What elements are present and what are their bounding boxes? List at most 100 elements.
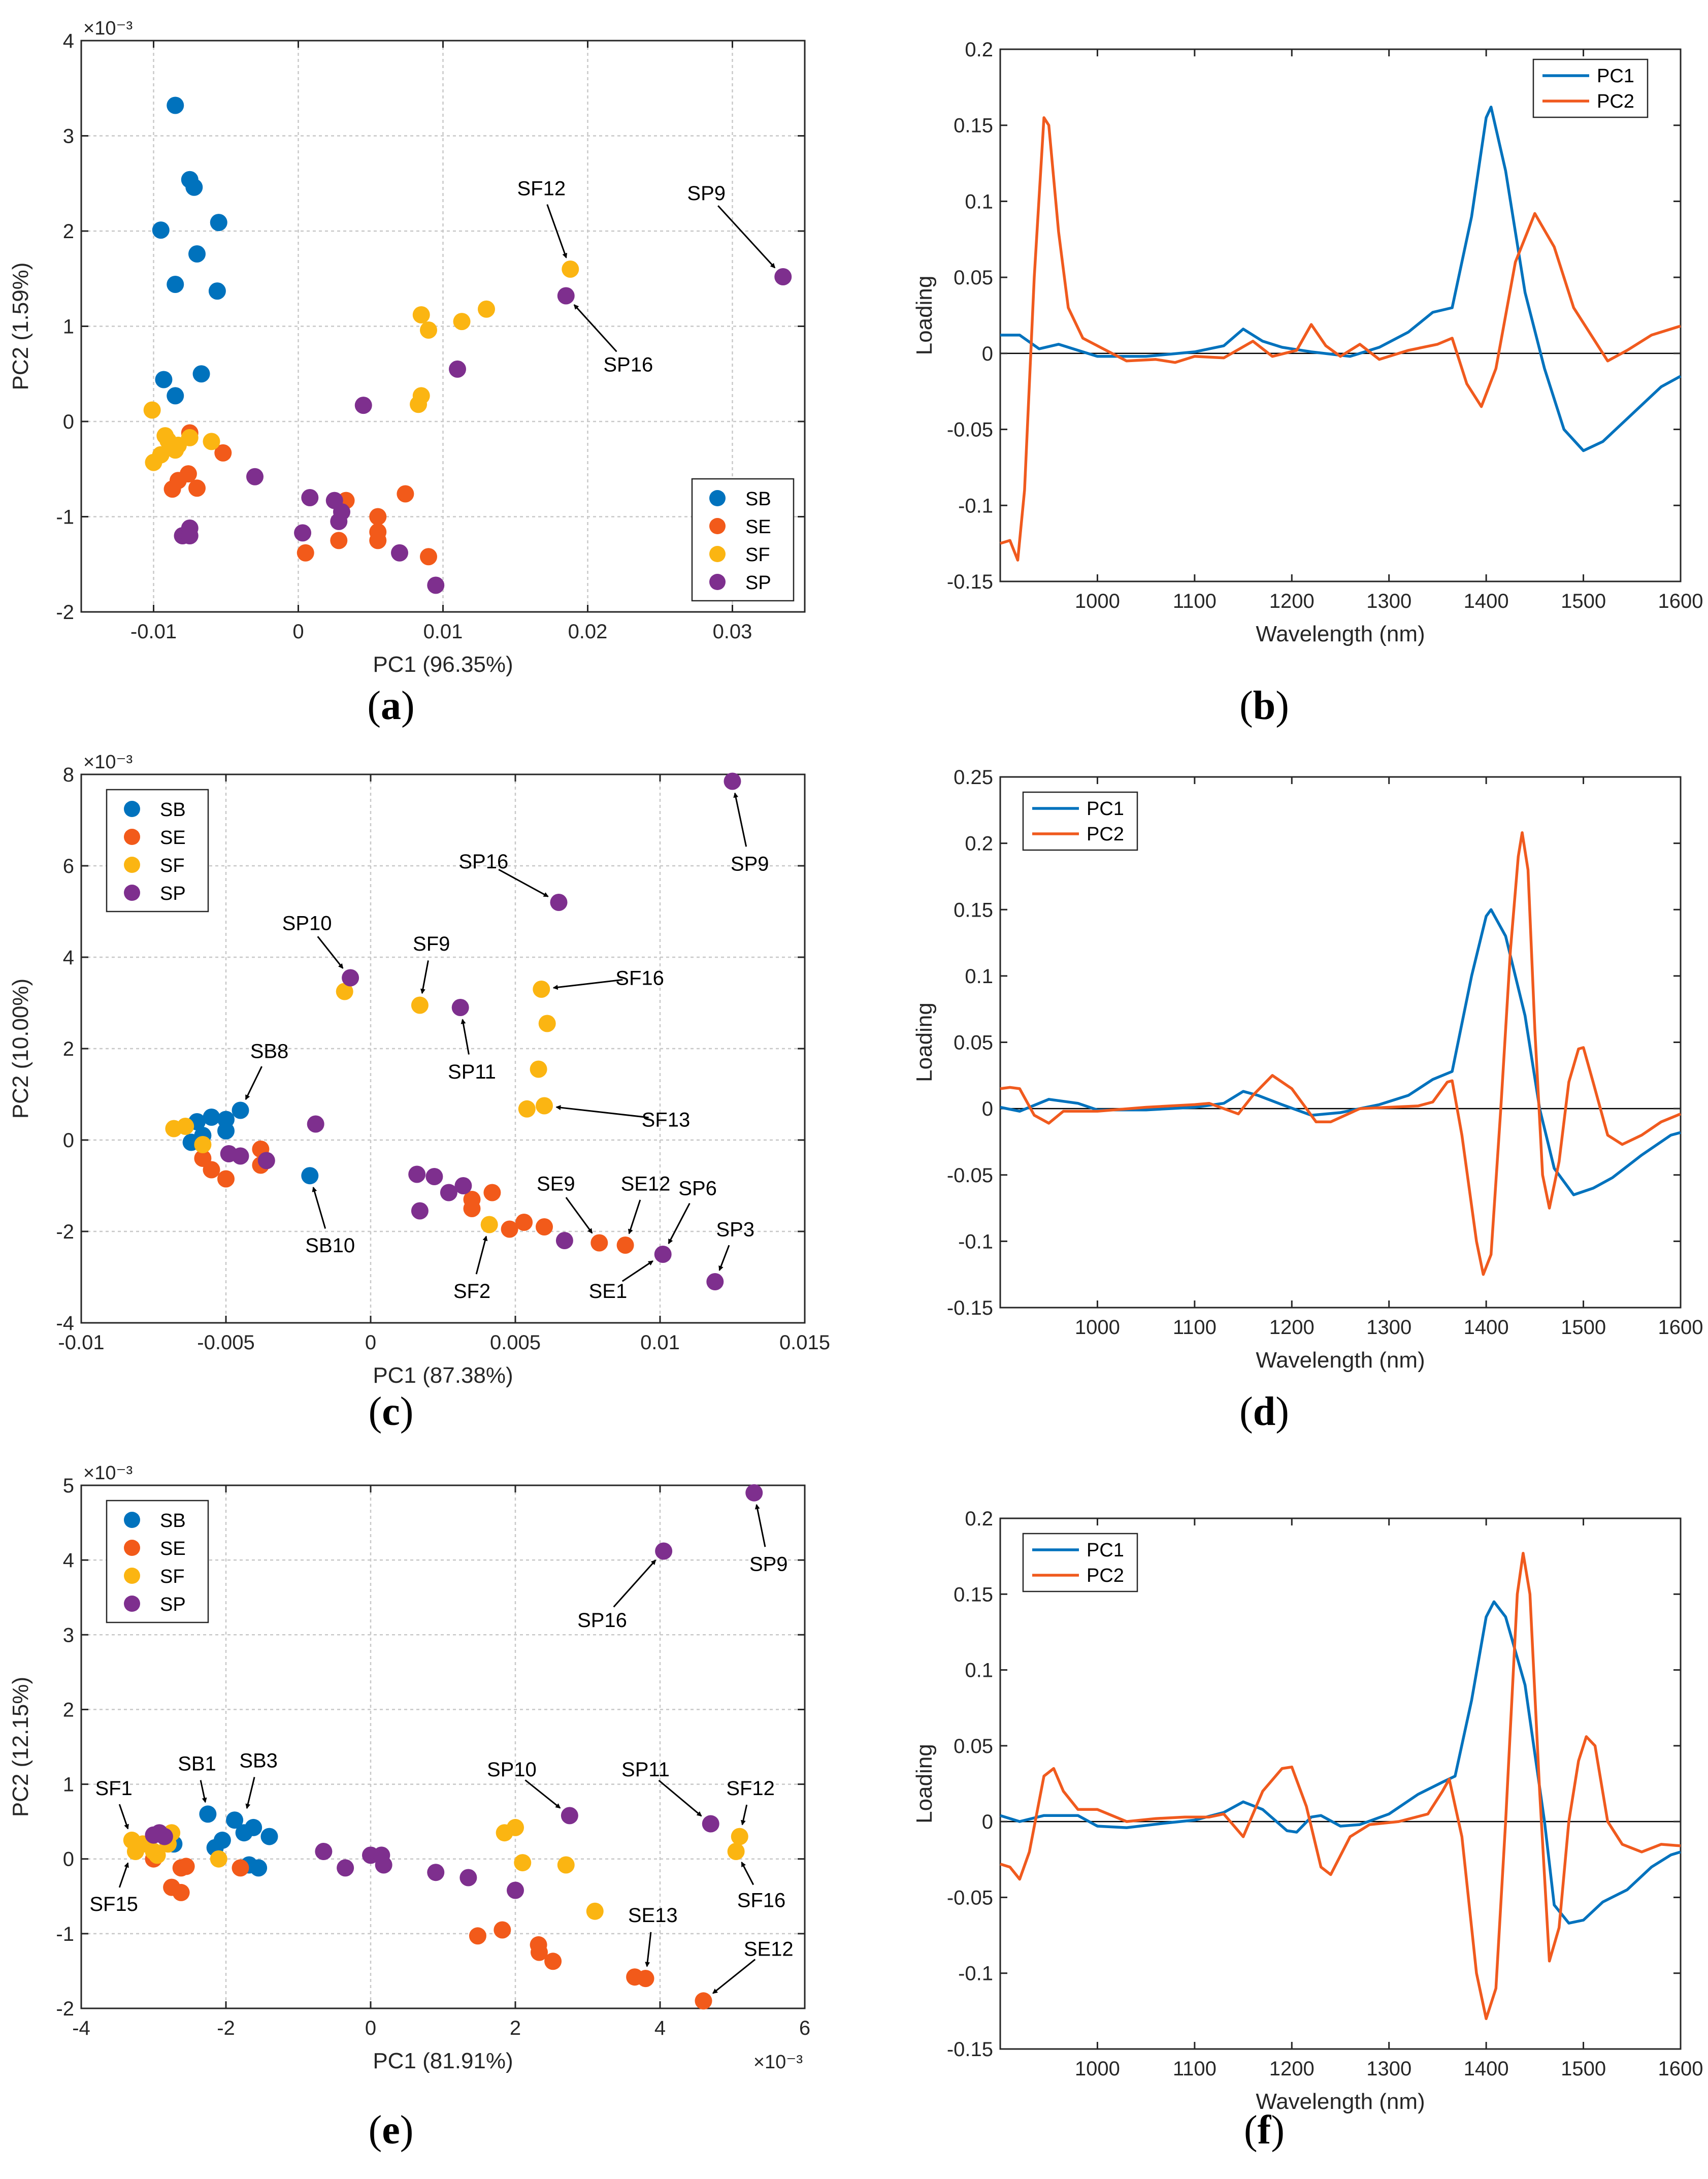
annotation-arrow [668, 1202, 691, 1245]
data-point-sp [307, 1115, 324, 1133]
y-tick-label: -0.1 [958, 495, 993, 517]
annotation-label: SE9 [537, 1173, 575, 1195]
data-point-sb [203, 1109, 220, 1126]
legend-label: SB [160, 799, 186, 821]
legend-marker-sp [124, 885, 140, 901]
data-point-sp [294, 524, 312, 542]
data-point-sf [181, 429, 199, 446]
data-point-se [232, 1859, 249, 1877]
annotation-label: SF16 [615, 967, 664, 990]
data-point-sp [449, 360, 466, 378]
annotation-arrow [200, 1780, 207, 1803]
data-point-se [531, 1943, 548, 1961]
legend-box [691, 478, 795, 602]
data-point-sb [226, 1811, 244, 1829]
data-point-sp [451, 999, 469, 1016]
annotation-label: SP16 [458, 851, 508, 873]
data-point-sb [152, 221, 170, 239]
x-tick-label: 6 [799, 2017, 810, 2039]
legend-box [1532, 58, 1649, 118]
legend-label: SE [160, 1538, 186, 1559]
legend-marker-sf [124, 1568, 140, 1584]
annotation-arrow [741, 1861, 754, 1885]
x-tick-label: 1300 [1366, 590, 1411, 612]
x-axis-label: PC1 (96.35%) [373, 652, 513, 677]
legend-label: SP [160, 883, 186, 904]
annotation-arrow [717, 205, 776, 269]
data-point-sp [337, 1859, 354, 1877]
data-point-se [369, 508, 387, 526]
y-tick-label: 0.05 [954, 267, 993, 289]
annotation-label: SP10 [282, 913, 332, 935]
data-point-se [369, 532, 387, 549]
annotation-arrow [718, 1245, 730, 1272]
y-tick-label: 0 [63, 1848, 74, 1871]
data-point-sf [507, 1818, 524, 1836]
y-tick-label: 3 [63, 125, 74, 148]
annotation-label: SF13 [642, 1109, 691, 1131]
data-point-sf [148, 1846, 166, 1864]
data-point-sb [217, 1122, 235, 1140]
legend-marker-sb [124, 1512, 140, 1528]
annotation-label: SP3 [716, 1219, 754, 1241]
chart-b: 1000 1100 1200 1300 1400 1500 1600 -0.15 -0.1 -0.… [912, 39, 1703, 646]
annotation-label: SP11 [621, 1759, 670, 1781]
annotation-label: SP9 [749, 1553, 788, 1576]
x-tick-label: 4 [654, 2017, 666, 2039]
x-tick-label: 1600 [1658, 590, 1703, 612]
legend: SB SE SF SP [106, 789, 209, 913]
x-tick-label: 0.01 [423, 621, 463, 643]
y-axis-label: Loading [912, 276, 937, 355]
annotation-label: SF1 [95, 1777, 132, 1800]
data-point-se [214, 444, 232, 462]
data-point-sp [425, 1168, 443, 1185]
data-point-sb [301, 1167, 319, 1185]
data-point-sb [199, 1805, 217, 1823]
data-point-se [397, 485, 414, 503]
data-point-sb [188, 245, 206, 263]
annotation-arrow [245, 1777, 255, 1809]
annotation-arrow [546, 204, 568, 258]
y-tick-label: 0.05 [954, 1032, 993, 1054]
y-tick-label: 0.15 [954, 1583, 993, 1606]
annotation-label: SB10 [305, 1234, 355, 1257]
annotation-label: SE1 [589, 1280, 628, 1303]
annotation-label: SF15 [89, 1893, 138, 1915]
data-point-sp [315, 1843, 333, 1860]
y-tick-label: -0.05 [947, 1164, 993, 1187]
series-line-pc1 [1000, 106, 1682, 452]
y-tick-label: 5 [63, 1475, 74, 1497]
y-axis-label: Loading [912, 1744, 937, 1824]
caption-e: (e) [368, 2108, 414, 2153]
data-point-sp [246, 468, 264, 485]
annotation-arrow [555, 1105, 649, 1119]
y-tick-label: 8 [63, 764, 74, 786]
annotation-label: SP6 [678, 1178, 717, 1200]
chart-c: -0.01 -0.005 0 0.005 0.01 0.015 -4 -2 0 2 4 6 8 PC1 (… [8, 752, 830, 1388]
data-point-se [188, 479, 206, 497]
x-tick-label: 1100 [1173, 1316, 1217, 1339]
x-tick-label: -0.01 [130, 621, 177, 643]
y-tick-label: 2 [63, 220, 74, 243]
legend-label: SE [160, 827, 186, 849]
data-point-sp [375, 1856, 392, 1874]
data-point-sf [167, 441, 184, 459]
annotation-label: SF2 [453, 1280, 490, 1303]
y-tick-label: -1 [56, 506, 74, 529]
data-point-sf [518, 1100, 536, 1118]
y-axis-label: PC2 (1.59%) [8, 263, 33, 391]
data-point-sp [440, 1184, 457, 1201]
y-tick-label: 0.2 [965, 833, 993, 855]
y-tick-label: 0.15 [954, 115, 993, 137]
data-point-sf [143, 401, 161, 419]
data-point-sf [727, 1843, 745, 1860]
annotation-arrow [628, 1199, 641, 1234]
annotation-arrow [475, 1235, 488, 1275]
annotation-label: SP16 [603, 354, 653, 376]
annotation-arrow [712, 1959, 756, 1994]
series-line-pc2 [1000, 1551, 1681, 2021]
annotation-label: SF12 [517, 178, 566, 200]
x-tick-label: 1500 [1561, 1316, 1606, 1339]
